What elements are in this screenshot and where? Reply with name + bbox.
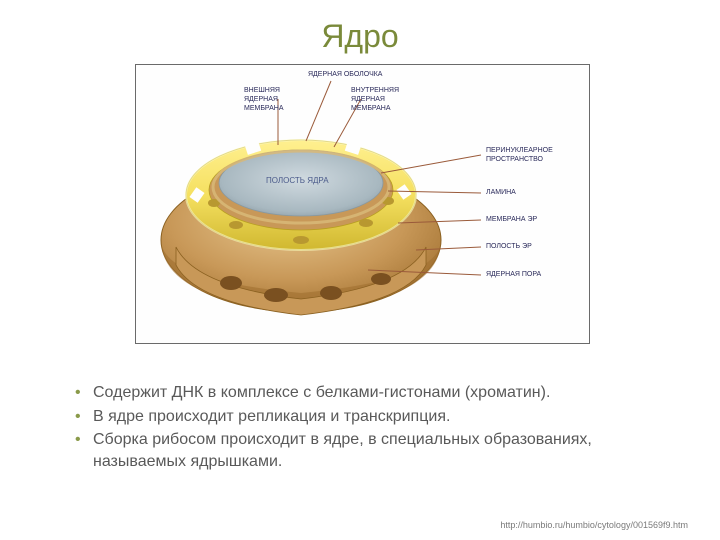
label-outer-membrane-3: МЕМБРАНА	[244, 105, 284, 113]
label-inner-membrane-3: МЕМБРАНА	[351, 105, 391, 113]
bullet-item: Содержит ДНК в комплексе с белками-гисто…	[75, 382, 675, 404]
label-er-membrane: МЕМБРАНА ЭР	[486, 216, 537, 224]
label-outer-membrane-1: ВНЕШНЯЯ	[244, 87, 280, 95]
bullet-list: Содержит ДНК в комплексе с белками-гисто…	[75, 382, 675, 474]
label-inner-membrane-2: ЯДЕРНАЯ	[351, 96, 385, 104]
label-er-cavity: ПОЛОСТЬ ЭР	[486, 243, 532, 251]
label-lamina: ЛАМИНА	[486, 189, 516, 197]
nucleus-diagram: ЯДЕРНАЯ ОБОЛОЧКА ВНЕШНЯЯ ЯДЕРНАЯ МЕМБРАН…	[135, 64, 590, 344]
bullet-item: Сборка рибосом происходит в ядре, в спец…	[75, 429, 675, 472]
label-inner-membrane-1: ВНУТРЕННЯЯ	[351, 87, 399, 95]
label-perinuclear-1: ПЕРИНУКЛЕАРНОЕ	[486, 147, 553, 155]
source-url: http://humbio.ru/humbio/cytology/001569f…	[500, 520, 688, 530]
label-envelope: ЯДЕРНАЯ ОБОЛОЧКА	[308, 71, 382, 79]
label-perinuclear-2: ПРОСТРАНСТВО	[486, 156, 543, 164]
label-outer-membrane-2: ЯДЕРНАЯ	[244, 96, 278, 104]
bullet-item: В ядре происходит репликация и транскрип…	[75, 406, 675, 428]
page-title: Ядро	[0, 0, 720, 63]
label-nuclear-pore: ЯДЕРНАЯ ПОРА	[486, 271, 541, 279]
label-cavity: ПОЛОСТЬ ЯДРА	[266, 177, 329, 186]
